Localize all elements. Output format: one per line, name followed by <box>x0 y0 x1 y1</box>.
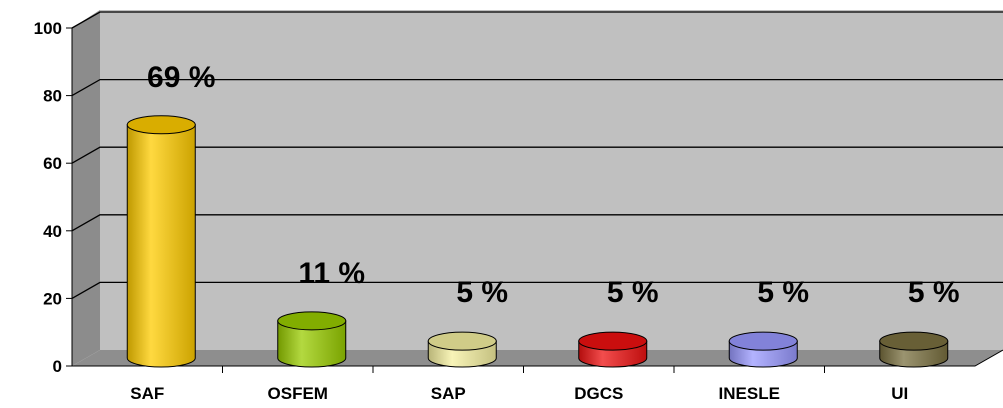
bar-ui <box>879 331 949 368</box>
data-label-ui: 5 % <box>908 276 960 309</box>
y-tick-label: 0 <box>53 357 62 376</box>
y-tick-label: 60 <box>43 154 62 173</box>
x-tick-label-sap: SAP <box>431 384 466 403</box>
gridline-80 <box>71 78 1003 97</box>
bar-saf <box>126 115 196 368</box>
floor <box>72 350 1003 366</box>
y-tick-label: 80 <box>43 87 62 106</box>
x-axis: SAF OSFEM SAP DGCS INESLE UI <box>130 366 908 403</box>
bar-top <box>578 331 648 351</box>
y-tick-label: 40 <box>43 222 62 241</box>
gridline-100 <box>71 11 1003 29</box>
data-label-sap: 5 % <box>456 276 508 309</box>
data-labels: 69 % 11 % 5 % 5 % 5 % 5 % <box>147 61 960 309</box>
bar-sap <box>427 331 497 368</box>
x-tick-label-osfem: OSFEM <box>268 384 328 403</box>
data-label-dgcs: 5 % <box>607 276 659 309</box>
y-tick-label: 20 <box>43 289 62 308</box>
left-wall <box>72 10 100 366</box>
gridline-60 <box>71 146 1003 164</box>
bar-body <box>277 320 347 368</box>
data-label-osfem: 11 % <box>298 257 365 290</box>
bar-top <box>427 331 497 351</box>
bar-inesle <box>728 331 798 368</box>
bar-top <box>879 331 949 351</box>
y-axis: 0 20 40 60 80 100 <box>34 19 1003 376</box>
x-tick-label-dgcs: DGCS <box>574 384 623 403</box>
gridlines <box>71 11 1003 299</box>
back-wall <box>100 10 1003 350</box>
bar-top <box>126 115 196 135</box>
x-tick-label-inesle: INESLE <box>719 384 780 403</box>
x-tick-label-saf: SAF <box>130 384 164 403</box>
bar-dgcs <box>578 331 648 368</box>
gridline-40 <box>71 214 1003 232</box>
bar-top <box>277 311 347 331</box>
bar-osfem <box>277 311 347 368</box>
data-label-inesle: 5 % <box>757 276 809 309</box>
data-label-saf: 69 % <box>147 61 215 94</box>
gridline-20 <box>71 281 1003 299</box>
bars <box>126 115 949 368</box>
bar-body <box>126 124 196 368</box>
bar-top <box>728 331 798 351</box>
y-tick-label: 100 <box>34 19 62 38</box>
x-tick-label-ui: UI <box>891 384 908 403</box>
